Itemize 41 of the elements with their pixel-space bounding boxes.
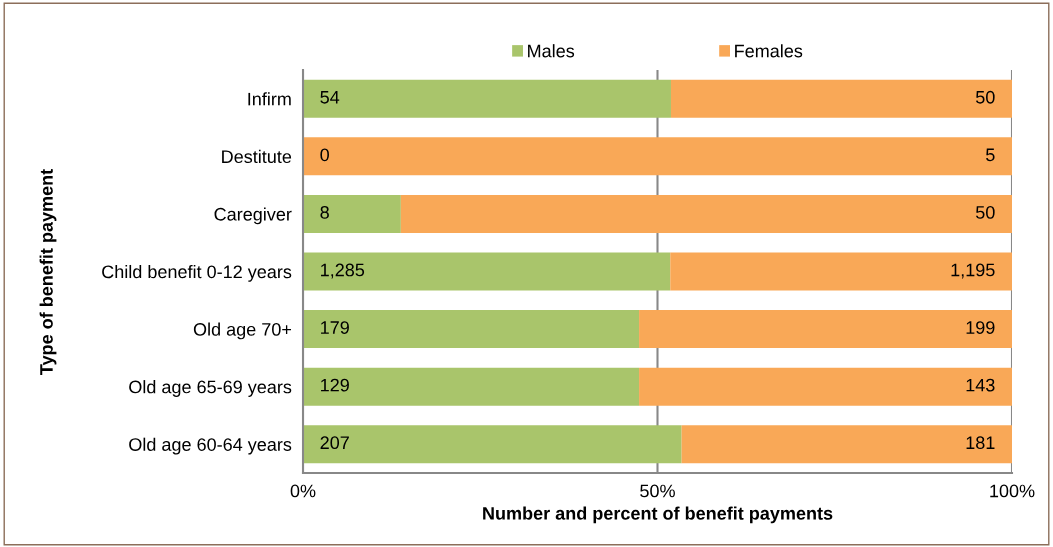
annotation: 1,195 xyxy=(951,263,995,279)
x-tick-label: 0% xyxy=(290,484,316,498)
y-tick-label: Destitute xyxy=(222,149,292,164)
y-tick-label: Child benefit 0-12 years xyxy=(102,264,292,282)
y-tick-label: Old age 70+ xyxy=(193,322,291,340)
bar xyxy=(670,79,1012,118)
annotation: 179 xyxy=(321,321,349,334)
annotation: 50 xyxy=(975,90,995,104)
annotation: 50 xyxy=(975,205,995,219)
bar xyxy=(681,425,1012,464)
y-tick-label: Caregiver xyxy=(214,207,292,225)
annotation: 181 xyxy=(966,436,995,450)
x-tick-label: 100% xyxy=(990,484,1035,498)
annotation: 8 xyxy=(320,205,329,219)
x-tick-label: 50% xyxy=(640,484,675,498)
bar xyxy=(639,367,1012,406)
annotation: 129 xyxy=(321,378,349,392)
y-tick-label: Old age 65-69 years xyxy=(129,380,292,397)
bar xyxy=(303,252,671,291)
bar xyxy=(303,194,401,233)
bar xyxy=(400,194,1012,233)
legend-label: Females xyxy=(735,44,803,58)
bar xyxy=(303,425,682,464)
annotation: 1,285 xyxy=(321,263,365,279)
legend-label: Males xyxy=(528,44,575,58)
bar xyxy=(303,310,640,349)
y-axis-title: Type of benefit payment xyxy=(39,169,57,375)
bar xyxy=(303,367,640,406)
annotation: 0 xyxy=(320,148,329,162)
annotation: 54 xyxy=(320,91,340,104)
bar xyxy=(303,79,671,118)
y-tick-label: Infirm xyxy=(248,92,291,106)
annotation: 199 xyxy=(966,321,995,334)
bar xyxy=(639,310,1012,349)
bar xyxy=(670,252,1012,291)
bar xyxy=(303,137,1012,176)
annotation: 143 xyxy=(966,378,995,392)
annotation: 5 xyxy=(986,148,995,162)
y-tick-label: Old age 60-64 years xyxy=(129,437,292,455)
x-axis-title: Number and percent of benefit payments xyxy=(483,506,833,524)
annotation: 207 xyxy=(320,436,349,450)
